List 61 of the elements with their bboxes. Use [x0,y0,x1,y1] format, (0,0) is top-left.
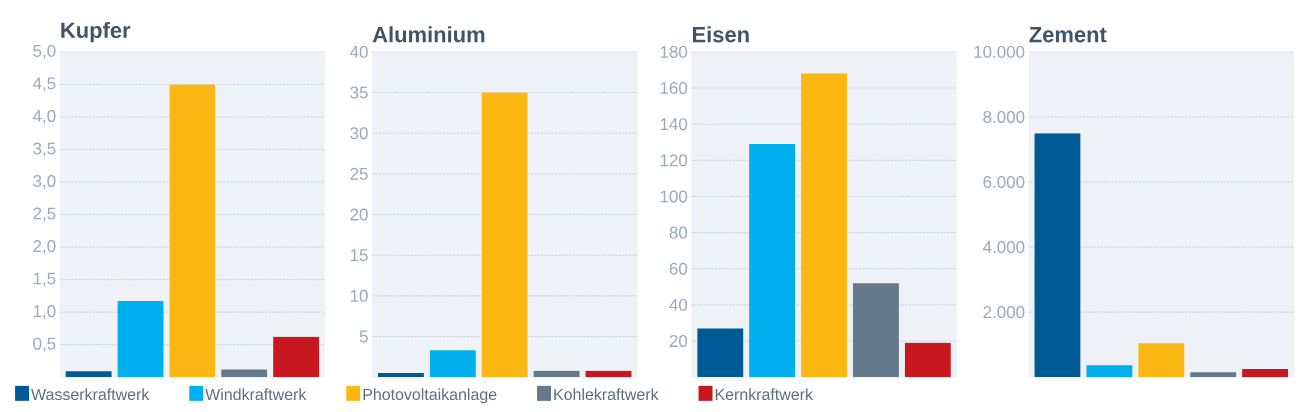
bar [481,92,528,378]
bar [533,370,580,378]
y-tick-label: 10.000 [974,45,1025,58]
y-tick-label: 1,0 [33,305,56,320]
y-tick-label: 10 [350,289,368,302]
y-tick-label: 2.000 [983,306,1025,319]
bar [1138,343,1185,378]
y-tick-label: 30 [350,127,368,140]
y-tick-label: 25 [350,167,368,180]
y-tick-label: 140 [660,118,688,131]
y-tick-label: 8.000 [983,110,1025,123]
y-tick-label: 180 [660,45,688,58]
bar [1242,369,1289,378]
legend-label: Kernkraftwerk [715,388,813,401]
chart-title: Kupfer [61,21,131,43]
y-tick-label: 3,0 [33,174,56,189]
y-tick-label: 4,5 [32,77,56,92]
y-tick-label: 4.000 [982,241,1025,254]
legend-label: Photovoltaikanlage [363,388,497,404]
y-tick-label: 2,5 [33,207,56,222]
chart-title: Aluminium [372,26,485,43]
y-tick-label: 160 [660,81,688,94]
y-tick-label: 5 [359,330,368,343]
legend-label: Windkraftwerk [205,388,307,401]
bar [1190,372,1237,378]
bar [904,342,951,378]
legend-label: Kohlekraftwerk [554,388,659,401]
y-tick-label: 15 [350,249,368,262]
y-tick-label: 1,5 [33,272,56,287]
bar [585,370,632,378]
y-tick-label: 0,5 [33,337,56,352]
y-tick-label: 35 [350,86,368,99]
bar [1086,365,1133,378]
y-tick-label: 20 [669,334,688,347]
bar [697,328,744,378]
bar [169,84,216,378]
y-tick-label: 4,0 [32,109,56,124]
bar [65,371,112,378]
y-tick-label: 120 [660,154,688,167]
bar [221,369,268,378]
bar [749,144,796,378]
bar [429,350,476,378]
bar [1034,133,1081,378]
y-tick-label: 6.000 [983,175,1025,188]
bar [852,283,899,378]
y-tick-label: 3,5 [33,142,56,157]
y-tick-label: 20 [350,208,368,221]
chart-title: Zement [1029,27,1107,43]
y-tick-label: 60 [669,262,688,275]
y-tick-label: 2,0 [33,240,56,255]
bar [273,336,320,378]
bar [801,73,847,378]
legend-label: Wasserkraftwerk [31,388,150,401]
y-tick-label: 5,0 [33,44,56,59]
y-tick-label: 80 [669,226,688,239]
bar [377,373,424,378]
y-tick-label: 100 [660,190,688,203]
y-tick-label: 40 [349,45,368,58]
bar [117,301,164,378]
y-tick-label: 40 [669,298,688,311]
chart-title: Eisen [692,26,749,43]
